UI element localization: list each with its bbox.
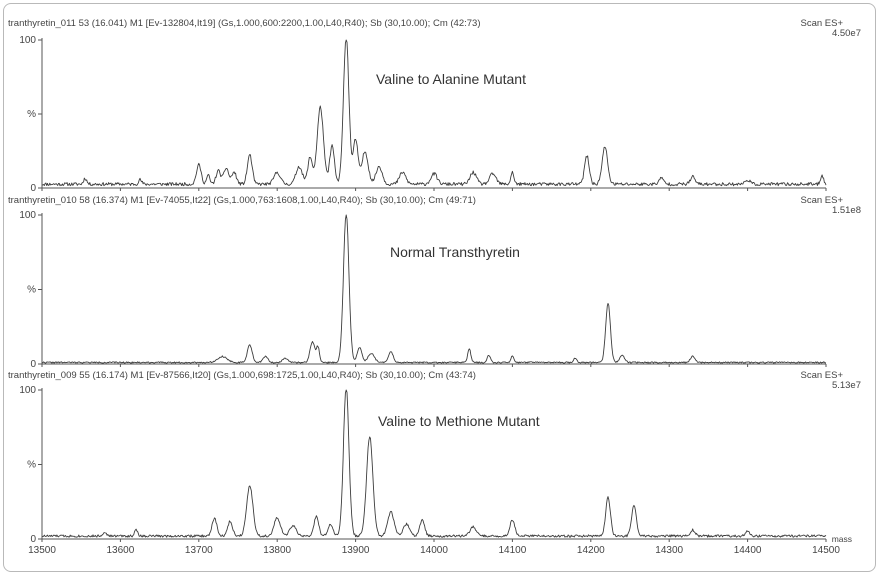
y-axis-label: % [27, 285, 36, 296]
panel-title: Normal Transthyretin [390, 244, 520, 260]
spectrum-trace [41, 39, 827, 187]
x-tick-label-14000: 14000 [420, 545, 448, 556]
panel-title: Valine to Alanine Mutant [376, 71, 526, 87]
spectrum-panel-1: tranthyretin_011 53 (16.041) M1 [Ev-1328… [8, 18, 861, 194]
y-tick-0: 0 [30, 183, 36, 194]
y-axis-label: % [27, 460, 36, 471]
x-tick-label-13500: 13500 [28, 545, 56, 556]
x-tick-label-13800: 13800 [263, 545, 291, 556]
chart-frame [3, 3, 876, 572]
x-tick-label-13900: 13900 [342, 545, 370, 556]
scan-label: Scan ES+ [800, 370, 843, 381]
y-tick-0: 0 [30, 534, 36, 545]
y-axis-ticks [38, 214, 42, 365]
y-tick-0: 0 [30, 359, 36, 370]
panel-header: tranthyretin_009 55 (16.174) M1 [Ev-8756… [8, 370, 476, 381]
spectrum-panel-3: tranthyretin_009 55 (16.174) M1 [Ev-8756… [8, 370, 861, 545]
x-tick-label-14300: 14300 [655, 545, 683, 556]
y-axis-ticks [38, 389, 42, 540]
x-tick-label-13600: 13600 [106, 545, 134, 556]
y-tick-100: 100 [19, 210, 36, 221]
spectra-panels: tranthyretin_011 53 (16.041) M1 [Ev-1328… [8, 18, 861, 545]
y-tick-100: 100 [19, 35, 36, 46]
scale-label: 1.51e8 [832, 205, 861, 216]
panel-header: tranthyretin_010 58 (16.374) M1 [Ev-7405… [8, 195, 476, 206]
spectrum-panel-2: tranthyretin_010 58 (16.374) M1 [Ev-7405… [8, 195, 861, 370]
y-tick-100: 100 [19, 385, 36, 396]
scan-label: Scan ES+ [800, 195, 843, 206]
scan-label: Scan ES+ [800, 18, 843, 29]
spectrum-trace [41, 214, 827, 364]
scale-label: 4.50e7 [832, 28, 861, 39]
mass-axis-label: mass [832, 534, 852, 544]
panel-header: tranthyretin_011 53 (16.041) M1 [Ev-1328… [8, 18, 480, 29]
x-tick-label-14500: 14500 [812, 545, 840, 556]
x-tick-label-14200: 14200 [577, 545, 605, 556]
x-tick-label-14400: 14400 [734, 545, 762, 556]
spectrum-trace [42, 389, 827, 538]
x-tick-label-14100: 14100 [498, 545, 526, 556]
scale-label: 5.13e7 [832, 380, 861, 391]
panel-title: Valine to Methione Mutant [378, 413, 540, 429]
mass-axis-ticks: 13500 13600 13700 13800 13900 14000 14100 14200… [28, 188, 840, 556]
y-axis-ticks [38, 39, 42, 189]
y-axis-label: % [27, 109, 36, 120]
x-tick-label-13700: 13700 [185, 545, 213, 556]
mass-axis: 13500 13600 13700 13800 13900 14000 14100 14200… [28, 188, 852, 556]
